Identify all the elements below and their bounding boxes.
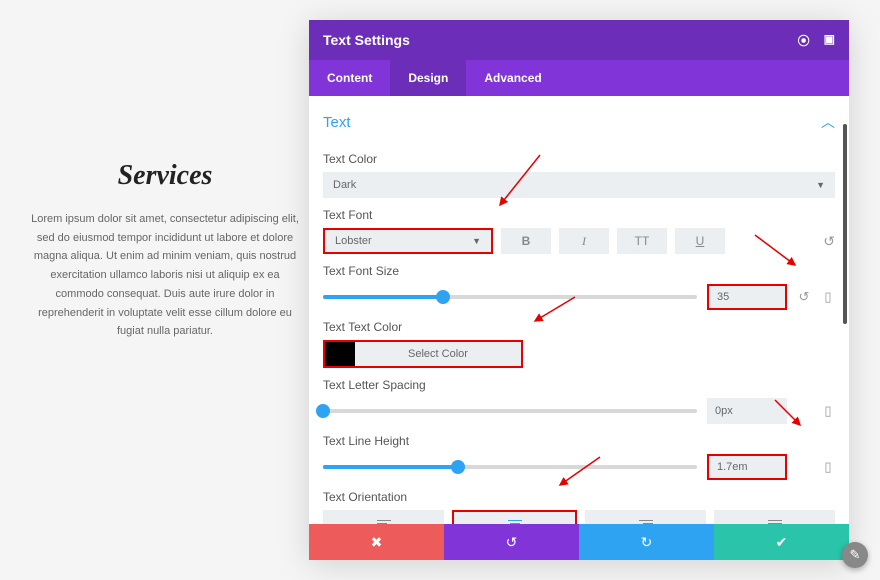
preview-body: Lorem ipsum dolor sit amet, consectetur … [30,210,300,341]
label-text-color: Text Color [323,152,835,166]
device-icon[interactable]: ▯ [821,289,835,305]
input-line-height[interactable]: 1.7em [707,454,787,480]
section-title-text: Text [323,114,351,131]
settings-panel: Text Settings ⦿ ▣ Content Design Advance… [309,20,849,560]
panel-footer: ✖ ↺ ↻ ✔ [309,524,849,560]
redo-button[interactable]: ↻ [579,524,714,560]
underline-button[interactable]: U [675,228,725,254]
label-orientation: Text Orientation [323,490,835,504]
color-swatch [325,342,355,366]
reset-icon[interactable]: ↺ [797,289,811,305]
label-font-size: Text Font Size [323,264,835,278]
tab-advanced[interactable]: Advanced [466,60,559,96]
scrollbar[interactable] [843,124,847,324]
section-header[interactable]: Text ︿ [323,106,835,142]
panel-content: Text ︿ Text Color Dark ▼ Text Font Lobst… [309,96,849,524]
undo-button[interactable]: ↺ [444,524,579,560]
color-picker[interactable]: Select Color [323,340,523,368]
save-button[interactable]: ✔ [714,524,849,560]
align-center-button[interactable] [452,510,577,524]
tab-bar: Content Design Advanced [309,60,849,96]
reset-icon[interactable]: ↺ [823,233,835,250]
align-left-button[interactable] [323,510,444,524]
label-text-font: Text Font [323,208,835,222]
caps-button[interactable]: TT [617,228,667,254]
input-font-size[interactable]: 35 [707,284,787,310]
caret-icon: ▼ [472,236,481,246]
slider-line-height[interactable] [323,465,697,469]
preview-pane: Services Lorem ipsum dolor sit amet, con… [30,160,300,341]
preview-title: Services [30,160,300,192]
input-letter-spacing[interactable]: 0px [707,398,787,424]
slider-letter-spacing[interactable] [323,409,697,413]
label-line-height: Text Line Height [323,434,835,448]
align-justify-button[interactable] [714,510,835,524]
tab-design[interactable]: Design [390,60,466,96]
tab-content[interactable]: Content [309,60,390,96]
label-text-text-color: Text Text Color [323,320,835,334]
select-text-font[interactable]: Lobster ▼ [323,228,493,254]
select-text-color[interactable]: Dark ▼ [323,172,835,198]
caret-icon: ▼ [816,180,825,190]
italic-button[interactable]: I [559,228,609,254]
align-right-button[interactable] [585,510,706,524]
bold-button[interactable]: B [501,228,551,254]
panel-header: Text Settings ⦿ ▣ [309,20,849,60]
device-icon[interactable]: ▯ [821,459,835,475]
label-letter-spacing: Text Letter Spacing [323,378,835,392]
slider-font-size[interactable] [323,295,697,299]
focus-icon[interactable]: ⦿ [798,32,810,49]
fab-button[interactable]: ✎ [842,542,868,568]
panel-title: Text Settings [323,32,410,48]
expand-icon[interactable]: ▣ [824,32,835,49]
device-icon[interactable]: ▯ [821,403,835,419]
cancel-button[interactable]: ✖ [309,524,444,560]
select-color-button[interactable]: Select Color [355,342,521,366]
collapse-icon[interactable]: ︿ [821,112,835,132]
